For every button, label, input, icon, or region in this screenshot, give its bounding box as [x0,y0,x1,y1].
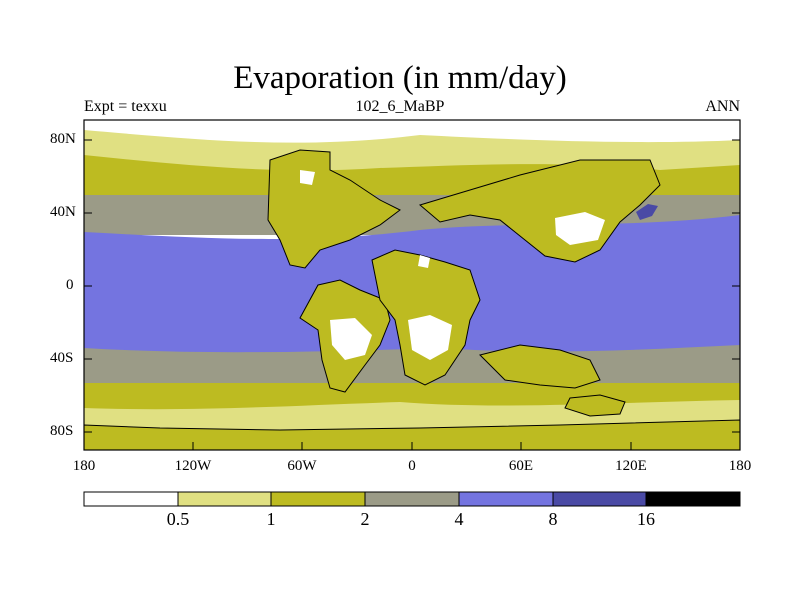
colorbar-swatch-0 [83,491,179,507]
lon-label-120e: 120E [615,458,647,474]
desert-patch-south-america [330,318,372,360]
map-title: Evaporation (in mm/day) [233,60,567,96]
colorbar-label-0-5: 0.5 [166,509,190,529]
desert-patch-north-africa [418,255,430,268]
colorbar-swatch-5 [552,491,647,507]
annual-label: ANN [705,98,740,115]
colorbar-label-1: 1 [266,509,276,529]
lat-label-40s: 40S [50,350,74,366]
land-eurasia [418,159,661,263]
colorbar-label-2: 2 [360,509,370,529]
lon-label-180e: 180 [728,458,752,474]
desert-patch-asia [555,212,605,245]
contour-max-patch [636,204,658,220]
period-label: 102_6_MaBP [355,98,445,115]
lon-label-180w: 180 [72,458,96,474]
lat-label-40n: 40N [50,204,76,220]
colorbar-swatch-3 [364,491,460,507]
colorbar [83,491,741,507]
lat-label-0: 0 [66,277,74,293]
colorbar-swatch-4 [458,491,554,507]
land-australia [479,344,601,389]
colorbar-swatch-1 [177,491,272,507]
land-new-zealand-region [564,394,626,417]
colorbar-label-4: 4 [454,509,464,529]
lat-label-80n: 80N [50,131,76,147]
colorbar-label-8: 8 [548,509,558,529]
lon-label-60e: 60E [508,458,534,474]
lat-ticks [84,139,740,433]
colorbar-swatch-2 [270,491,366,507]
desert-patch-africa [408,315,452,360]
lon-label-0: 0 [408,458,416,474]
lat-label-80s: 80S [50,423,74,439]
lon-label-60w: 60W [287,458,317,474]
lon-ticks [83,442,741,450]
lon-label-120w: 120W [174,458,212,474]
experiment-label: Expt = texxu [84,98,167,115]
colorbar-label-16: 16 [637,509,655,529]
colorbar-swatch-6 [645,491,741,507]
desert-patch-north-america [300,170,315,185]
